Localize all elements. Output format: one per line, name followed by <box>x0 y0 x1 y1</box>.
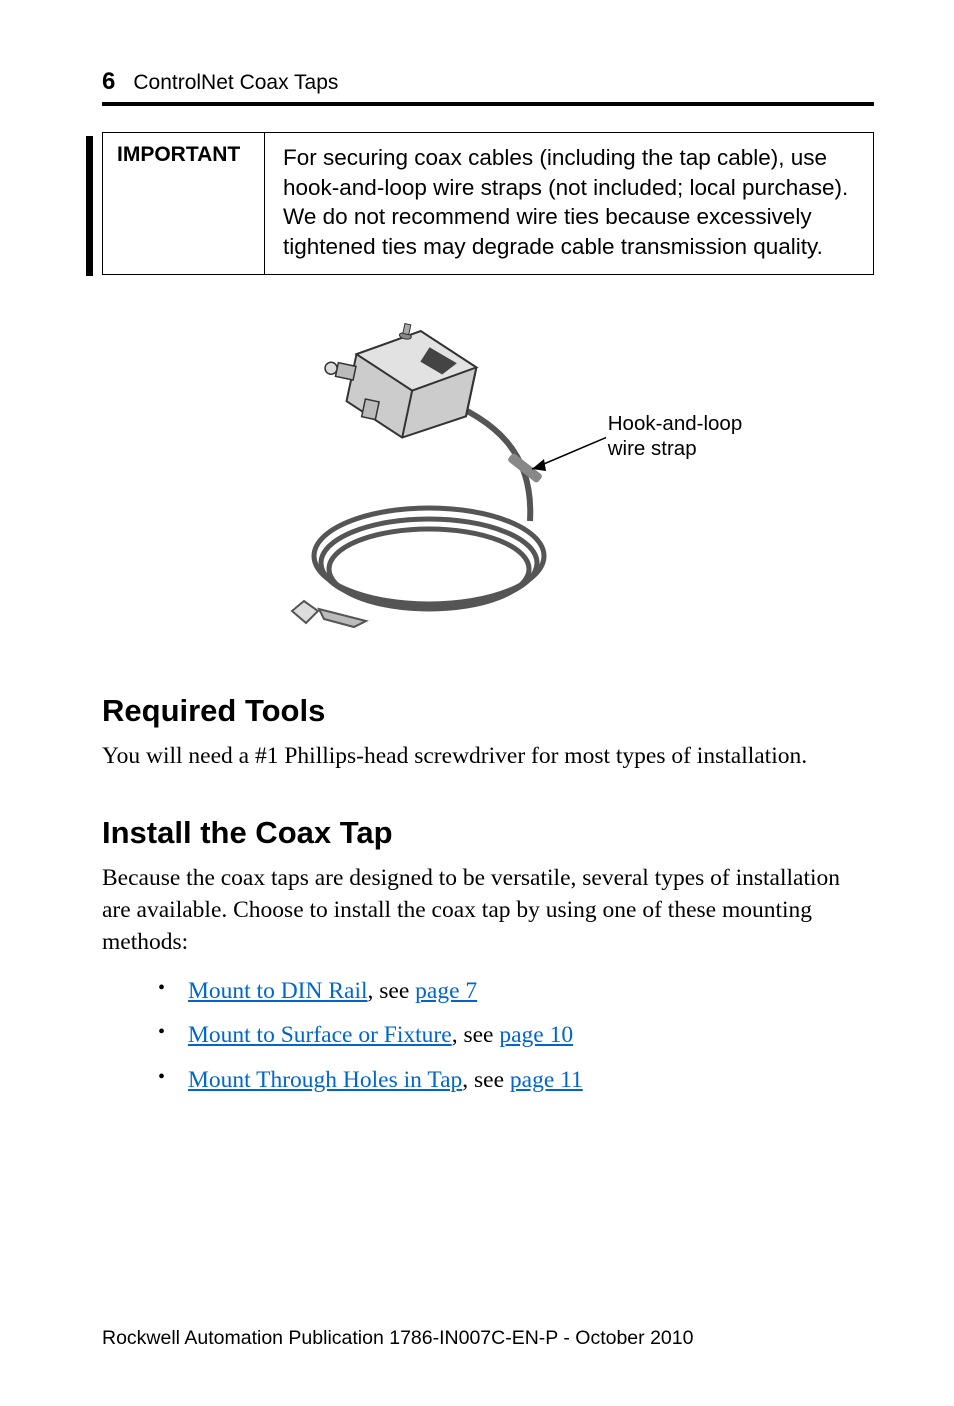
list-item: Mount to DIN Rail, see page 7 <box>158 969 874 1014</box>
coax-tap-figure <box>234 311 606 641</box>
link-page-7[interactable]: page 7 <box>415 978 477 1004</box>
link-mount-surface-fixture[interactable]: Mount to Surface or Fixture <box>188 1022 452 1048</box>
list-item: Mount to Surface or Fixture, see page 10 <box>158 1013 874 1058</box>
callout-line1: Hook-and-loop <box>608 412 742 435</box>
required-tools-body: You will need a #1 Phillips-head screwdr… <box>102 741 874 773</box>
link-page-10[interactable]: page 10 <box>499 1022 573 1048</box>
page-header: 6 ControlNet Coax Taps <box>102 68 874 106</box>
figure-container: Hook-and-loop wire strap <box>102 311 874 641</box>
link-page-11[interactable]: page 11 <box>510 1067 583 1093</box>
revision-change-bar <box>86 136 93 276</box>
page-number: 6 <box>102 68 115 96</box>
callout-line2: wire strap <box>608 437 697 460</box>
important-label: IMPORTANT <box>117 143 240 166</box>
important-label-cell: IMPORTANT <box>103 133 265 274</box>
heading-install-coax-tap: Install the Coax Tap <box>102 815 874 851</box>
link-mount-din-rail[interactable]: Mount to DIN Rail <box>188 978 368 1004</box>
link-mount-through-holes[interactable]: Mount Through Holes in Tap <box>188 1067 462 1093</box>
install-body: Because the coax taps are designed to be… <box>102 863 874 959</box>
figure-callout: Hook-and-loop wire strap <box>608 311 742 462</box>
running-title: ControlNet Coax Taps <box>133 71 338 95</box>
heading-required-tools: Required Tools <box>102 693 874 729</box>
list-item: Mount Through Holes in Tap, see page 11 <box>158 1058 874 1103</box>
list-sep: , see <box>452 1022 500 1048</box>
install-methods-list: Mount to DIN Rail, see page 7 Mount to S… <box>158 969 874 1103</box>
list-sep: , see <box>462 1067 510 1093</box>
important-callout-box: IMPORTANT For securing coax cables (incl… <box>102 132 874 275</box>
important-body-text: For securing coax cables (including the … <box>265 133 873 274</box>
list-sep: , see <box>368 978 416 1004</box>
publication-footer: Rockwell Automation Publication 1786-IN0… <box>102 1327 693 1350</box>
